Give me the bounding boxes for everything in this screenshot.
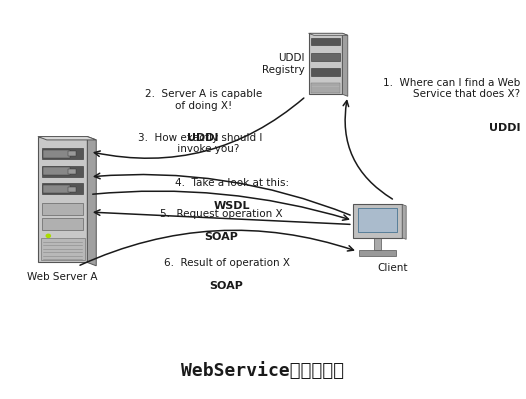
Text: 1.  Where can I find a Web
Service that does X?: 1. Where can I find a Web Service that d… [383, 77, 521, 99]
Circle shape [46, 234, 50, 237]
FancyBboxPatch shape [42, 183, 83, 194]
Text: WebService步骤流程图: WebService步骤流程图 [181, 362, 345, 381]
Text: 2.  Server A is capable
of doing X!: 2. Server A is capable of doing X! [145, 89, 262, 111]
FancyBboxPatch shape [311, 83, 340, 93]
Polygon shape [87, 136, 96, 266]
Text: 4.  Take a look at this:: 4. Take a look at this: [175, 178, 289, 188]
FancyBboxPatch shape [42, 166, 83, 177]
FancyBboxPatch shape [67, 186, 76, 192]
Text: 3.  How exactly should I
     invoke you?: 3. How exactly should I invoke you? [138, 132, 262, 154]
Polygon shape [309, 33, 348, 36]
FancyBboxPatch shape [42, 148, 83, 159]
Text: WSDL: WSDL [214, 201, 250, 211]
Text: UDDI: UDDI [489, 123, 521, 133]
FancyBboxPatch shape [311, 68, 340, 76]
FancyBboxPatch shape [41, 238, 85, 261]
FancyBboxPatch shape [43, 167, 70, 175]
FancyBboxPatch shape [43, 150, 70, 158]
Text: Web Server A: Web Server A [27, 272, 98, 282]
FancyBboxPatch shape [311, 38, 340, 45]
Text: Client: Client [377, 263, 408, 273]
FancyBboxPatch shape [67, 169, 76, 174]
FancyBboxPatch shape [374, 238, 381, 249]
FancyBboxPatch shape [359, 249, 396, 256]
FancyBboxPatch shape [38, 136, 87, 263]
Polygon shape [342, 33, 348, 96]
FancyBboxPatch shape [42, 218, 83, 230]
FancyBboxPatch shape [309, 33, 342, 94]
Text: 6.  Result of operation X: 6. Result of operation X [164, 259, 290, 269]
FancyBboxPatch shape [43, 185, 70, 193]
FancyBboxPatch shape [42, 203, 83, 215]
Text: SOAP: SOAP [205, 232, 238, 242]
FancyBboxPatch shape [353, 204, 402, 238]
Text: UDDI: UDDI [187, 133, 219, 143]
Text: SOAP: SOAP [210, 281, 244, 291]
Text: UDDI
Registry: UDDI Registry [261, 53, 305, 75]
FancyBboxPatch shape [311, 53, 340, 61]
Text: 5.  Request operation X: 5. Request operation X [160, 209, 282, 219]
FancyBboxPatch shape [67, 151, 76, 156]
Polygon shape [38, 136, 96, 140]
Polygon shape [402, 204, 406, 239]
FancyBboxPatch shape [358, 208, 397, 232]
